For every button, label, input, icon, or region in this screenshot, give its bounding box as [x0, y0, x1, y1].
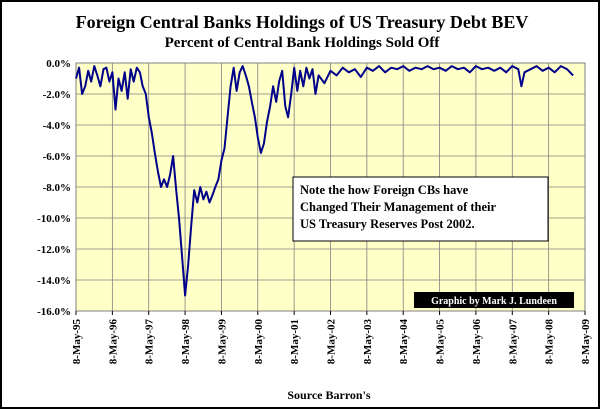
- chart-subtitle: Percent of Central Bank Holdings Sold Of…: [165, 35, 441, 51]
- chart-title: Foreign Central Banks Holdings of US Tre…: [76, 12, 529, 32]
- x-tick-label: 8-May-00: [253, 319, 265, 365]
- annotation-line-1: Note the how Foreign CBs have: [300, 183, 469, 197]
- y-tick-label: -12.0%: [37, 244, 71, 256]
- x-axis-label: Source Barron's: [287, 388, 371, 402]
- x-tick-label: 8-May-96: [107, 319, 119, 365]
- y-tick-label: -14.0%: [37, 275, 71, 287]
- y-tick-label: -16.0%: [37, 306, 71, 318]
- annotation-box: [292, 176, 549, 242]
- x-axis-ticks: 8-May-95 8-May-96 8-May-97 8-May-98 8-May-99…: [71, 311, 592, 364]
- x-tick-label: 8-May-98: [180, 319, 192, 365]
- x-tick-label: 8-May-05: [435, 319, 447, 365]
- x-tick-label: 8-May-97: [144, 319, 156, 365]
- x-tick-label: 8-May-08: [544, 319, 556, 365]
- y-tick-label: -4.0%: [43, 120, 71, 132]
- x-tick-label: 8-May-06: [471, 319, 483, 365]
- x-tick-label: 8-May-02: [326, 319, 338, 365]
- credit-badge: [414, 292, 574, 308]
- credit-text: Graphic by Mark J. Lundeen: [431, 296, 557, 307]
- y-tick-label: 0.0%: [46, 58, 71, 70]
- series-line: [75, 65, 574, 297]
- y-tick-label: -6.0%: [43, 151, 71, 163]
- y-tick-label: -10.0%: [37, 213, 71, 225]
- y-tick-label: -8.0%: [43, 182, 71, 194]
- x-tick-label: 8-May-07: [507, 319, 519, 365]
- x-tick-label: 8-May-95: [71, 319, 83, 365]
- y-axis-ticks: 0.0% -2.0% -4.0% -6.0% -8.0% -10.0% -12.0% -14.…: [37, 58, 71, 318]
- annotation-line-2: Changed Their Management of their: [300, 200, 497, 214]
- x-tick-label: 8-May-03: [362, 319, 374, 365]
- x-tick-label: 8-May-04: [398, 319, 410, 365]
- x-tick-label: 8-May-01: [289, 319, 301, 364]
- x-tick-label: 8-May-99: [216, 319, 228, 365]
- x-tick-label: 8-May-09: [580, 319, 592, 365]
- y-tick-label: -2.0%: [43, 89, 71, 101]
- annotation-line-3: US Treasury Reserves Post 2002.: [300, 217, 475, 231]
